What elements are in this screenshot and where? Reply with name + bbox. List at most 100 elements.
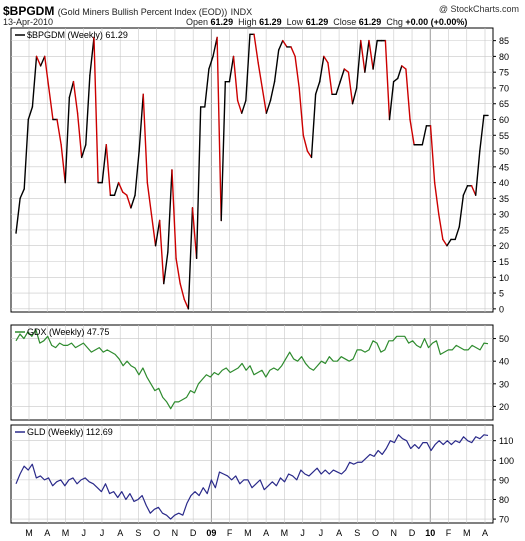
x-tick-label: O: [153, 528, 160, 538]
x-tick-label: F: [227, 528, 233, 538]
y-tick-label: 35: [499, 194, 509, 204]
series-segment: [232, 55, 239, 102]
series-segment: [117, 181, 124, 193]
series-segment: [458, 194, 465, 228]
y-tick-label: 30: [499, 379, 509, 389]
series-segment: [60, 144, 66, 184]
chart-title: $BPGDM (Gold Miners Bullish Percent Inde…: [3, 4, 252, 18]
x-tick-label: J: [81, 528, 86, 538]
x-tick-label: J: [100, 528, 105, 538]
series-segment: [138, 93, 144, 152]
series-segment: [187, 207, 194, 310]
series-segment: [204, 68, 210, 108]
x-tick-label: M: [281, 528, 289, 538]
series-segment: [314, 80, 321, 95]
panel-gdx: 20 30 40 50 GDX (Weekly) 47.75: [10, 324, 509, 421]
series-segment: [446, 238, 452, 247]
series-segment: [364, 39, 370, 73]
chart-date: 13-Apr-2010: [3, 17, 54, 27]
series-segment: [339, 68, 346, 83]
series-segment: [150, 213, 157, 247]
series-segment: [158, 219, 165, 285]
series-segment: [401, 65, 407, 70]
series-segment: [31, 55, 38, 108]
series-segment: [44, 55, 50, 89]
x-tick-label: 09: [206, 528, 216, 538]
change-value: +0.00 (+0.00%): [405, 17, 468, 27]
high-value: 61.29: [259, 17, 282, 27]
x-tick-label: 10: [425, 528, 435, 538]
series-segment: [101, 144, 108, 184]
series-segment: [372, 39, 378, 70]
series-segment: [76, 112, 83, 159]
high-label: High: [238, 17, 257, 27]
series-segment: [142, 93, 149, 184]
series-segment: [134, 150, 140, 196]
series-segment: [429, 125, 436, 184]
series-segment: [146, 181, 153, 215]
x-tick-label: A: [44, 528, 50, 538]
series-segment: [68, 80, 75, 99]
series-segment: [265, 99, 272, 114]
series-segment: [273, 49, 280, 83]
y-tick-label: 50: [499, 334, 509, 344]
series-segment: [253, 33, 259, 64]
series-segment: [183, 298, 190, 310]
x-tick-label: D: [409, 528, 416, 538]
series-segment: [269, 80, 276, 102]
series-segment: [64, 96, 71, 184]
legend-gld: GLD (Weekly) 112.69: [15, 427, 113, 437]
series-segment: [277, 39, 284, 51]
series-segment: [368, 39, 374, 70]
series-segment: [261, 87, 268, 114]
x-tick-label: M: [25, 528, 33, 538]
symbol: $BPGDM: [3, 4, 55, 18]
series-segment: [257, 62, 263, 89]
series-segment: [15, 197, 21, 234]
series-segment: [306, 150, 313, 159]
series-segment: [442, 238, 448, 247]
change-label: Chg: [386, 17, 403, 27]
series-segment: [392, 77, 399, 83]
low-label: Low: [286, 17, 304, 27]
series-segment: [113, 181, 120, 196]
x-tick-label: D: [190, 528, 197, 538]
series-segment: [85, 74, 91, 146]
series-segment: [236, 99, 243, 114]
y-tick-label: 15: [499, 257, 509, 267]
series-segment: [228, 55, 235, 83]
series-segment: [80, 144, 87, 159]
series-segment: [89, 36, 95, 77]
y-tick-label: 50: [499, 147, 509, 157]
chart-header: $BPGDM (Gold Miners Bullish Percent Inde…: [0, 0, 525, 28]
series-segment: [122, 191, 128, 196]
series-segment: [39, 55, 46, 67]
series-segment: [335, 80, 341, 95]
series-segment: [355, 39, 362, 89]
series-segment: [208, 55, 214, 70]
x-tick-label: A: [263, 528, 269, 538]
legend-label: $BPGDM (Weekly) 61.29: [27, 30, 128, 40]
y-tick-label: 0: [499, 304, 504, 314]
x-tick-label: O: [372, 528, 379, 538]
close-value: 61.29: [358, 17, 382, 27]
series-segment: [462, 185, 469, 196]
series-segment: [360, 39, 366, 73]
series-segment: [454, 226, 460, 241]
series-segment: [56, 118, 62, 146]
legend-gdx: GDX (Weekly) 47.75: [15, 327, 109, 337]
series-segment: [175, 257, 181, 285]
y-tick-label: 45: [499, 162, 509, 172]
series-segment: [388, 80, 395, 121]
y-tick-label: 55: [499, 131, 509, 141]
series-segment: [130, 194, 136, 209]
series-segment: [154, 219, 161, 247]
series-segment: [245, 33, 251, 102]
description: (Gold Miners Bullish Percent Index (EOD)…: [57, 7, 228, 17]
series-segment: [72, 80, 79, 114]
close-label: Close: [333, 17, 357, 27]
low-value: 61.29: [305, 17, 329, 27]
series-segment: [212, 36, 218, 58]
series-segment: [310, 93, 317, 159]
